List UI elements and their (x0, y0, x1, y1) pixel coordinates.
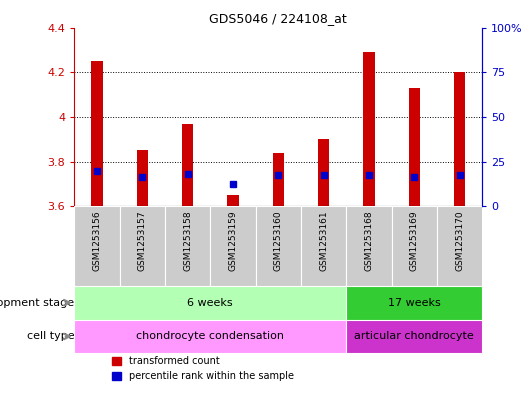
Text: GSM1253169: GSM1253169 (410, 210, 419, 271)
Bar (210, 206, 255, 286)
Bar (120, 206, 165, 286)
Bar (165, 206, 210, 286)
Bar (392, 206, 437, 286)
Bar (255, 206, 301, 286)
Bar (318, 139, 329, 206)
Text: GSM1253160: GSM1253160 (274, 210, 282, 271)
Title: GDS5046 / 224108_at: GDS5046 / 224108_at (209, 12, 347, 25)
Text: GSM1253161: GSM1253161 (319, 210, 328, 271)
Text: chondrocyte condensation: chondrocyte condensation (136, 331, 284, 342)
Bar (137, 151, 148, 206)
Bar (74, 286, 346, 320)
Text: GSM1253156: GSM1253156 (92, 210, 101, 271)
Text: cell type: cell type (26, 331, 74, 342)
Bar (227, 195, 238, 206)
Text: GSM1253168: GSM1253168 (365, 210, 374, 271)
Bar (272, 152, 284, 206)
Bar (346, 206, 392, 286)
Bar (363, 52, 375, 206)
Text: 6 weeks: 6 weeks (188, 298, 233, 308)
Bar (301, 206, 346, 286)
Text: GSM1253158: GSM1253158 (183, 210, 192, 271)
Bar (182, 124, 193, 206)
Text: development stage: development stage (0, 298, 74, 308)
Bar (91, 61, 102, 206)
Bar (346, 286, 482, 320)
Text: GSM1253157: GSM1253157 (138, 210, 147, 271)
Legend: transformed count, percentile rank within the sample: transformed count, percentile rank withi… (112, 356, 294, 381)
Text: articular chondrocyte: articular chondrocyte (355, 331, 474, 342)
Bar (74, 206, 120, 286)
Bar (409, 88, 420, 206)
Text: GSM1253159: GSM1253159 (228, 210, 237, 271)
Bar (454, 72, 465, 206)
Bar (437, 206, 482, 286)
Bar (346, 320, 482, 353)
Bar (74, 320, 346, 353)
Text: GSM1253170: GSM1253170 (455, 210, 464, 271)
Text: 17 weeks: 17 weeks (388, 298, 440, 308)
